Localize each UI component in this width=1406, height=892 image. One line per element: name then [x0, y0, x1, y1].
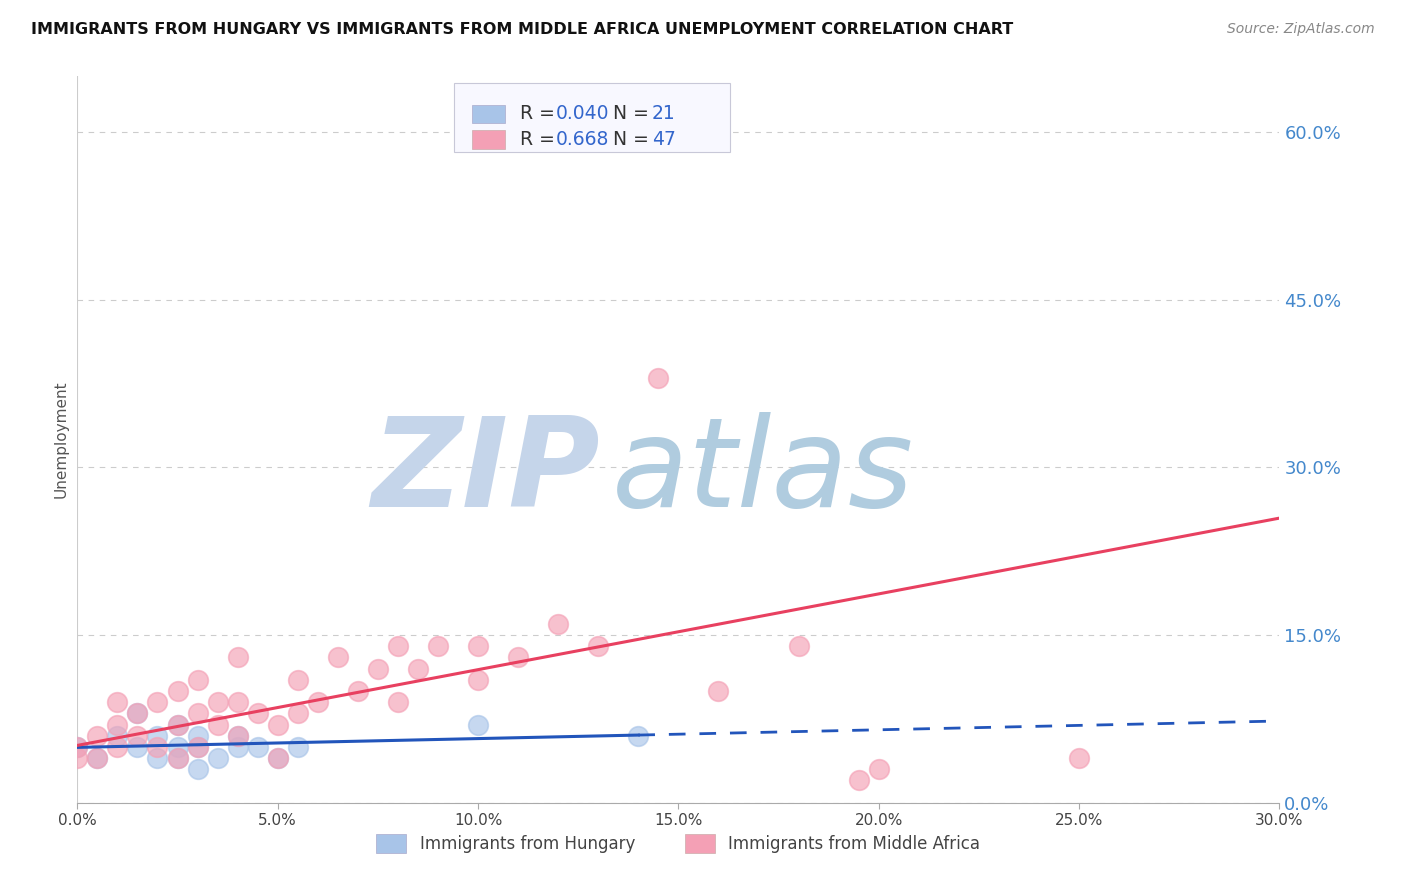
Point — [107, 695, 129, 709]
Point — [186, 762, 209, 776]
Text: R =: R = — [520, 130, 561, 149]
Text: 0.040: 0.040 — [555, 104, 609, 123]
Point — [107, 739, 129, 754]
Text: N =: N = — [602, 104, 655, 123]
Point — [186, 706, 209, 721]
Point — [467, 639, 489, 653]
Text: atlas: atlas — [612, 411, 914, 533]
Text: 0.668: 0.668 — [555, 130, 609, 149]
Point — [166, 717, 188, 731]
Point — [127, 739, 149, 754]
Point — [787, 639, 810, 653]
Point — [307, 695, 329, 709]
Point — [287, 673, 309, 687]
Point — [588, 639, 610, 653]
Point — [127, 706, 149, 721]
Point — [166, 717, 188, 731]
Point — [186, 739, 209, 754]
Point — [66, 751, 89, 765]
Point — [107, 717, 129, 731]
Point — [267, 751, 290, 765]
Text: N =: N = — [602, 130, 655, 149]
Point — [406, 662, 429, 676]
Point — [547, 616, 569, 631]
Point — [707, 684, 730, 698]
Point — [868, 762, 890, 776]
Point — [166, 751, 188, 765]
Point — [107, 729, 129, 743]
Point — [287, 706, 309, 721]
Text: ZIP: ZIP — [371, 411, 600, 533]
Point — [267, 751, 290, 765]
Point — [166, 739, 188, 754]
Text: 21: 21 — [652, 104, 676, 123]
Point — [186, 729, 209, 743]
Point — [166, 751, 188, 765]
Point — [146, 729, 169, 743]
Point — [146, 739, 169, 754]
Point — [347, 684, 370, 698]
Point — [287, 739, 309, 754]
Point — [387, 639, 409, 653]
Text: 47: 47 — [652, 130, 676, 149]
Point — [226, 739, 249, 754]
Point — [86, 729, 108, 743]
Point — [226, 695, 249, 709]
Text: R =: R = — [520, 104, 561, 123]
Point — [207, 717, 229, 731]
Point — [246, 739, 269, 754]
Text: Source: ZipAtlas.com: Source: ZipAtlas.com — [1227, 22, 1375, 37]
Point — [427, 639, 450, 653]
Point — [1069, 751, 1091, 765]
Point — [207, 695, 229, 709]
Point — [848, 773, 870, 788]
Point — [508, 650, 530, 665]
FancyBboxPatch shape — [454, 83, 730, 153]
Point — [467, 673, 489, 687]
Point — [166, 684, 188, 698]
Point — [627, 729, 650, 743]
Point — [226, 650, 249, 665]
Point — [467, 717, 489, 731]
Point — [86, 751, 108, 765]
Text: IMMIGRANTS FROM HUNGARY VS IMMIGRANTS FROM MIDDLE AFRICA UNEMPLOYMENT CORRELATIO: IMMIGRANTS FROM HUNGARY VS IMMIGRANTS FR… — [31, 22, 1014, 37]
Point — [127, 729, 149, 743]
Point — [86, 751, 108, 765]
Point — [387, 695, 409, 709]
Point — [146, 695, 169, 709]
Y-axis label: Unemployment: Unemployment — [53, 381, 69, 498]
Point — [367, 662, 389, 676]
Point — [226, 729, 249, 743]
Point — [186, 673, 209, 687]
Point — [267, 717, 290, 731]
Point — [246, 706, 269, 721]
Point — [66, 739, 89, 754]
FancyBboxPatch shape — [471, 130, 505, 148]
Point — [146, 751, 169, 765]
Point — [326, 650, 349, 665]
Point — [127, 706, 149, 721]
Point — [226, 729, 249, 743]
Point — [207, 751, 229, 765]
FancyBboxPatch shape — [471, 105, 505, 123]
Point — [647, 371, 669, 385]
Point — [186, 739, 209, 754]
Point — [66, 739, 89, 754]
Legend: Immigrants from Hungary, Immigrants from Middle Africa: Immigrants from Hungary, Immigrants from… — [370, 827, 987, 860]
